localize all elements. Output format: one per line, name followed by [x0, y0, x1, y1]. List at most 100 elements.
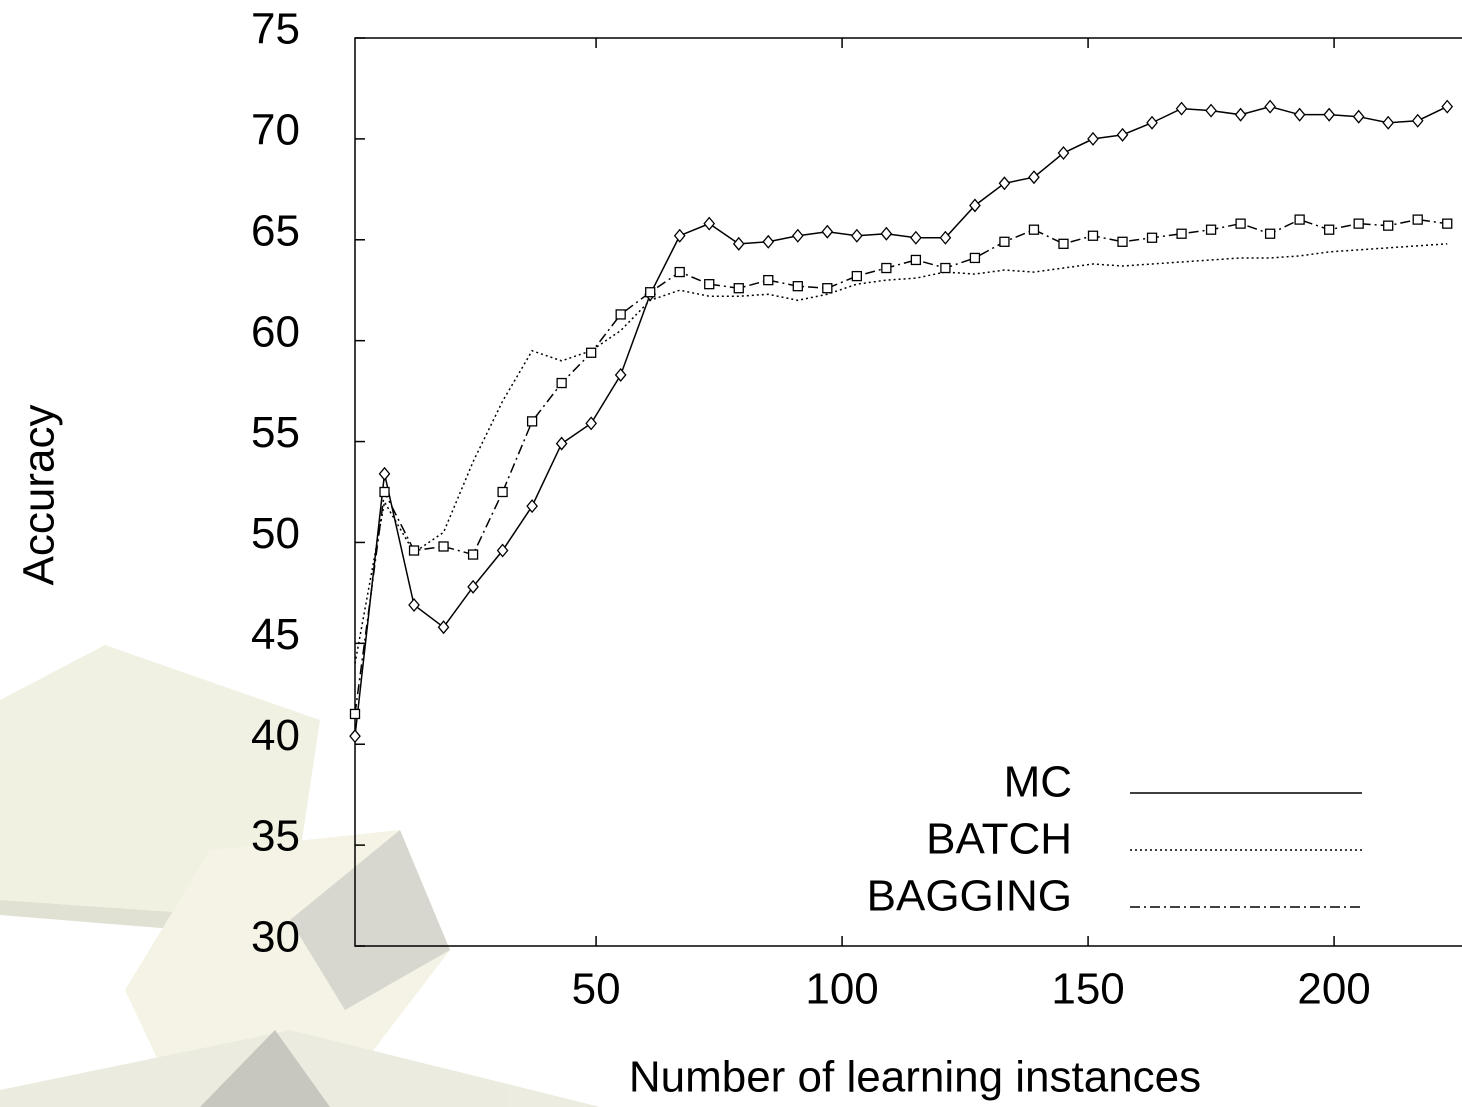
- marker: [645, 287, 656, 298]
- marker: [969, 252, 981, 264]
- marker: [1353, 218, 1364, 229]
- marker: [1205, 103, 1217, 118]
- marker: [1293, 107, 1306, 122]
- marker: [408, 545, 420, 556]
- y-tick-label: 70: [251, 106, 300, 155]
- marker: [1087, 131, 1099, 146]
- marker: [1234, 107, 1247, 122]
- marker: [349, 708, 361, 720]
- marker: [1087, 230, 1099, 241]
- marker: [1442, 218, 1453, 229]
- marker: [791, 228, 804, 243]
- marker: [496, 543, 509, 558]
- marker: [614, 367, 627, 382]
- marker: [526, 416, 538, 427]
- marker: [822, 283, 833, 294]
- marker: [585, 416, 598, 431]
- marker: [998, 176, 1011, 191]
- marker: [1294, 214, 1305, 225]
- series-line: [354, 105, 1448, 737]
- x-tick-label: 50: [572, 965, 621, 1014]
- marker: [821, 224, 834, 239]
- legend-label: MC: [1004, 758, 1072, 807]
- marker: [586, 347, 597, 358]
- marker: [940, 262, 951, 274]
- marker: [1352, 109, 1365, 124]
- series-line: [354, 218, 1448, 715]
- marker: [880, 226, 893, 241]
- marker: [1264, 228, 1276, 239]
- marker: [1146, 232, 1158, 243]
- legend-label: BATCH: [926, 815, 1072, 864]
- marker: [467, 549, 479, 560]
- marker: [497, 486, 508, 498]
- marker: [1382, 115, 1395, 130]
- marker: [910, 230, 922, 245]
- x-tick-label: 200: [1297, 965, 1370, 1014]
- marker: [703, 216, 716, 231]
- marker: [438, 541, 449, 552]
- marker: [1058, 238, 1069, 249]
- marker: [556, 377, 567, 389]
- marker: [969, 198, 981, 213]
- marker: [1441, 99, 1454, 114]
- marker: [939, 230, 952, 245]
- marker: [1057, 145, 1070, 161]
- marker: [1411, 113, 1424, 128]
- marker: [1205, 224, 1217, 235]
- y-tick-label: 40: [251, 711, 300, 760]
- marker: [762, 234, 775, 249]
- y-tick-label: 35: [251, 812, 300, 861]
- marker: [1235, 218, 1246, 229]
- marker: [526, 499, 538, 514]
- marker: [349, 729, 361, 744]
- marker: [763, 274, 774, 286]
- background-cubes: [0, 645, 600, 1107]
- y-tick-label: 75: [251, 5, 300, 54]
- marker: [408, 597, 420, 613]
- y-tick-label: 60: [251, 307, 300, 356]
- x-tick-label: 100: [805, 965, 878, 1014]
- marker: [910, 254, 922, 266]
- marker: [615, 309, 626, 320]
- y-tick-label: 45: [251, 610, 300, 659]
- marker: [437, 620, 450, 635]
- marker: [1117, 236, 1128, 247]
- marker: [732, 236, 745, 251]
- marker: [379, 486, 390, 498]
- marker: [881, 262, 892, 274]
- marker: [1176, 228, 1187, 239]
- marker: [1175, 101, 1188, 116]
- marker: [1028, 170, 1040, 185]
- marker: [673, 228, 686, 243]
- marker: [1116, 127, 1129, 142]
- marker: [850, 228, 863, 243]
- y-axis-label: Accuracy: [15, 405, 64, 586]
- marker: [704, 279, 715, 290]
- marker: [733, 283, 744, 294]
- series-line: [354, 243, 1448, 664]
- y-tick-label: 65: [251, 206, 300, 255]
- y-tick-label: 50: [251, 509, 300, 558]
- marker: [1412, 214, 1423, 225]
- marker: [1324, 224, 1335, 235]
- marker: [1323, 107, 1336, 122]
- marker: [555, 436, 568, 451]
- marker: [1264, 99, 1276, 114]
- x-axis-label: Number of learning instances: [629, 1053, 1201, 1102]
- x-tick-label: 150: [1051, 965, 1124, 1014]
- marker: [467, 579, 479, 594]
- y-tick-label: 30: [251, 913, 300, 962]
- marker: [851, 270, 862, 282]
- marker: [792, 281, 803, 292]
- marker: [1146, 115, 1158, 130]
- y-tick-label: 55: [251, 408, 300, 457]
- plot-frame: [354, 37, 1462, 947]
- marker: [1028, 224, 1040, 235]
- marker: [1383, 220, 1394, 231]
- marker: [999, 236, 1010, 247]
- legend-label: BAGGING: [867, 872, 1072, 921]
- marker: [674, 266, 685, 278]
- marker: [378, 466, 391, 481]
